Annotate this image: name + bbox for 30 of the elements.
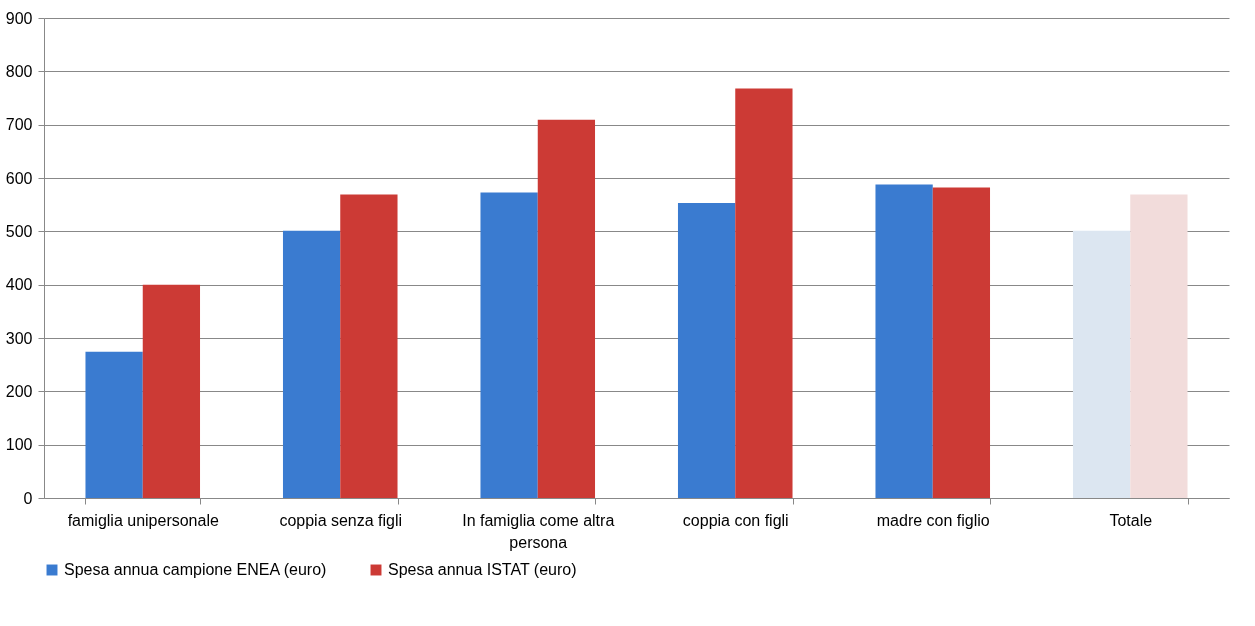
x-tick-label: coppia con figli bbox=[682, 511, 789, 529]
bar bbox=[735, 88, 793, 498]
y-tick-label: 400 bbox=[5, 276, 33, 294]
x-tick-label: In famiglia come altra persona bbox=[462, 511, 615, 551]
y-tick-label: 0 bbox=[23, 489, 33, 507]
y-tick-label: 500 bbox=[5, 222, 33, 240]
y-tick-label: 700 bbox=[5, 116, 33, 134]
bar bbox=[932, 187, 991, 498]
x-tick-label: Totale bbox=[1109, 511, 1153, 529]
y-tick-label: 100 bbox=[5, 436, 33, 454]
y-tick-label: 600 bbox=[5, 169, 33, 187]
bar bbox=[875, 184, 933, 498]
bar bbox=[480, 192, 538, 498]
bar bbox=[282, 230, 341, 498]
y-tick-label: 800 bbox=[5, 62, 33, 80]
y-tick-label: 900 bbox=[5, 9, 33, 27]
bar bbox=[537, 119, 596, 498]
x-tick-label: madre con figlio bbox=[876, 511, 990, 529]
legend-label: Spesa annua ISTAT (euro) bbox=[388, 561, 577, 578]
bar bbox=[340, 194, 398, 498]
y-tick-label: 300 bbox=[5, 329, 33, 347]
legend-label: Spesa annua campione ENEA (euro) bbox=[64, 561, 327, 578]
bar bbox=[85, 351, 143, 498]
bar bbox=[142, 284, 201, 498]
y-tick-label: 200 bbox=[5, 382, 33, 400]
x-tick-label: famiglia unipersonale bbox=[67, 511, 219, 529]
bar bbox=[1072, 230, 1131, 498]
bar bbox=[677, 203, 736, 498]
x-tick-label: coppia senza figli bbox=[279, 511, 403, 529]
bar bbox=[1130, 194, 1188, 498]
